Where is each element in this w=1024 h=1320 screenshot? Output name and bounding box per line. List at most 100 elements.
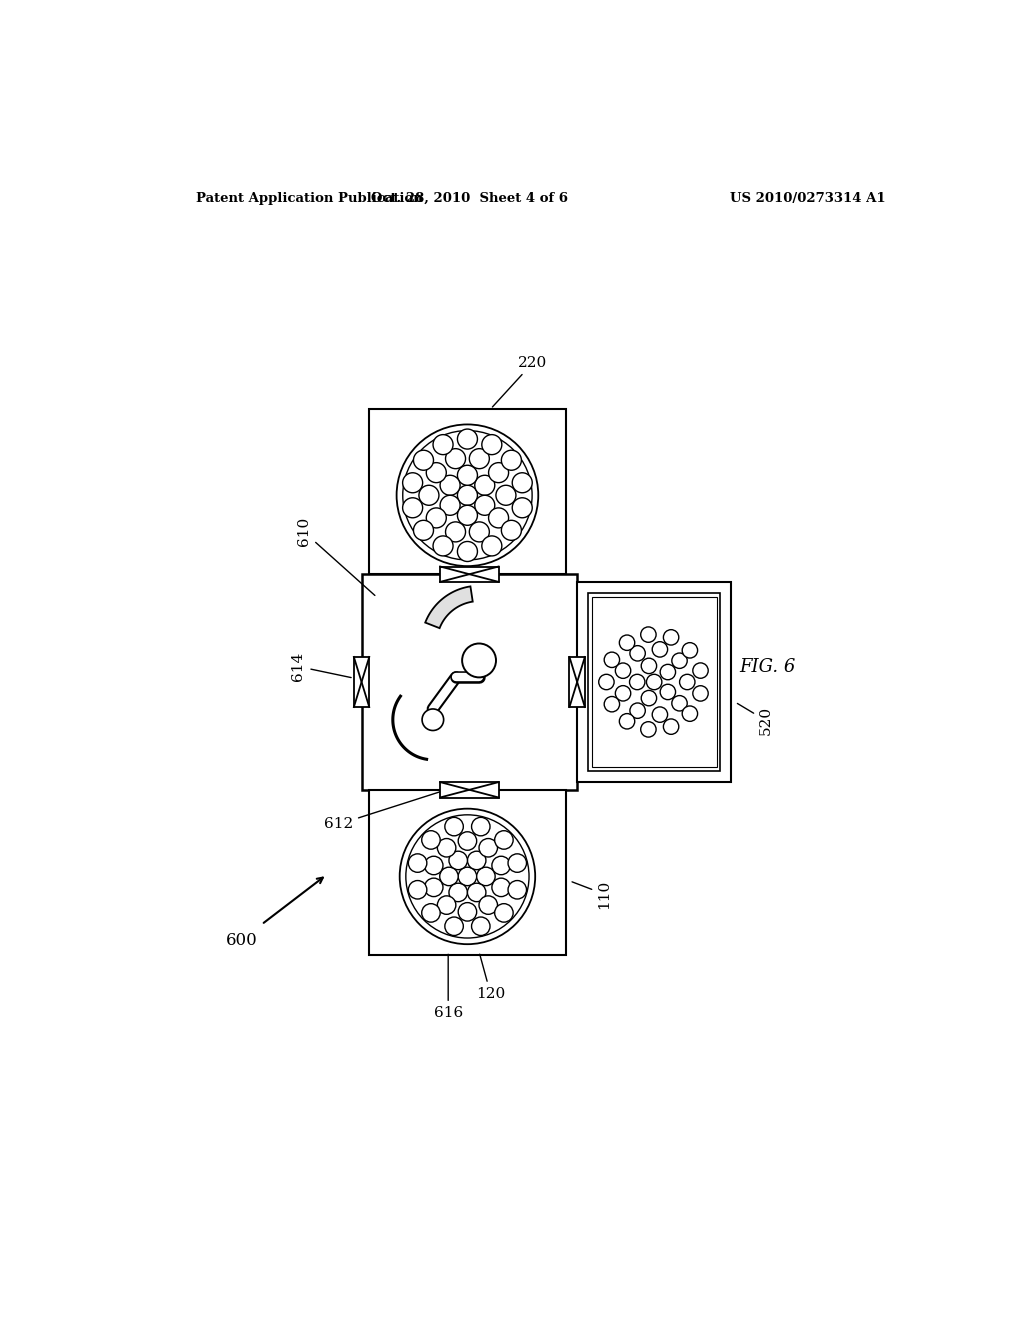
Circle shape	[406, 814, 529, 939]
Circle shape	[458, 903, 477, 921]
Circle shape	[652, 642, 668, 657]
Bar	[370, 789, 565, 956]
Circle shape	[469, 449, 489, 469]
Circle shape	[414, 450, 433, 470]
Circle shape	[495, 904, 513, 923]
Circle shape	[444, 917, 463, 936]
Circle shape	[641, 690, 656, 706]
Circle shape	[458, 506, 477, 525]
Text: Patent Application Publication: Patent Application Publication	[196, 191, 423, 205]
Circle shape	[402, 473, 423, 492]
Circle shape	[477, 867, 496, 886]
Circle shape	[422, 709, 443, 730]
Text: FIG. 6: FIG. 6	[739, 657, 796, 676]
Circle shape	[682, 706, 697, 721]
Circle shape	[467, 851, 486, 870]
Circle shape	[409, 854, 427, 873]
Circle shape	[682, 643, 697, 659]
Circle shape	[414, 520, 433, 540]
Circle shape	[508, 854, 526, 873]
Text: 614: 614	[292, 652, 351, 681]
Circle shape	[672, 653, 687, 668]
Circle shape	[440, 495, 460, 515]
Circle shape	[437, 838, 456, 857]
Circle shape	[620, 635, 635, 651]
Circle shape	[479, 838, 498, 857]
Bar	[361, 574, 578, 789]
Circle shape	[502, 520, 521, 540]
Circle shape	[402, 430, 532, 560]
Circle shape	[445, 449, 466, 469]
Circle shape	[664, 719, 679, 734]
Text: 612: 612	[324, 791, 443, 832]
Circle shape	[492, 857, 510, 875]
Circle shape	[449, 851, 467, 870]
Circle shape	[693, 663, 709, 678]
Circle shape	[652, 708, 668, 722]
Circle shape	[458, 429, 477, 449]
Bar	[592, 597, 717, 767]
Bar	[588, 593, 720, 771]
Circle shape	[425, 857, 443, 875]
Circle shape	[680, 675, 695, 689]
Circle shape	[492, 878, 510, 896]
Circle shape	[693, 685, 709, 701]
Circle shape	[458, 465, 477, 486]
Circle shape	[604, 697, 620, 711]
Circle shape	[475, 475, 495, 495]
Circle shape	[641, 659, 656, 673]
Circle shape	[402, 498, 423, 517]
Text: 520: 520	[737, 704, 773, 735]
Bar	[440, 566, 499, 582]
Circle shape	[458, 486, 477, 506]
Text: 120: 120	[476, 954, 505, 1001]
Text: 600: 600	[226, 932, 258, 949]
Circle shape	[630, 675, 645, 689]
Circle shape	[433, 434, 453, 454]
Text: 110: 110	[572, 879, 611, 908]
Circle shape	[469, 521, 489, 543]
Circle shape	[479, 896, 498, 915]
Circle shape	[496, 486, 516, 506]
Circle shape	[449, 883, 467, 902]
Circle shape	[488, 508, 509, 528]
Circle shape	[615, 685, 631, 701]
Circle shape	[471, 817, 490, 836]
Text: 610: 610	[297, 517, 375, 595]
Circle shape	[482, 536, 502, 556]
Circle shape	[437, 896, 456, 915]
Bar	[354, 657, 370, 708]
Circle shape	[422, 830, 440, 849]
Text: Oct. 28, 2010  Sheet 4 of 6: Oct. 28, 2010 Sheet 4 of 6	[371, 191, 568, 205]
Circle shape	[462, 644, 496, 677]
Text: 616: 616	[433, 954, 463, 1020]
Circle shape	[641, 627, 656, 643]
Circle shape	[482, 434, 502, 454]
Circle shape	[475, 495, 495, 515]
Circle shape	[458, 832, 477, 850]
Circle shape	[660, 664, 676, 680]
Circle shape	[502, 450, 521, 470]
Circle shape	[488, 462, 509, 483]
Circle shape	[495, 830, 513, 849]
Circle shape	[512, 473, 532, 492]
Circle shape	[426, 462, 446, 483]
Circle shape	[425, 878, 443, 896]
Circle shape	[467, 883, 486, 902]
Circle shape	[471, 917, 490, 936]
Circle shape	[433, 536, 453, 556]
Circle shape	[630, 645, 645, 661]
Circle shape	[458, 867, 477, 886]
Circle shape	[426, 508, 446, 528]
Circle shape	[660, 684, 676, 700]
Circle shape	[458, 541, 477, 561]
Circle shape	[440, 475, 460, 495]
Polygon shape	[425, 586, 473, 628]
Circle shape	[422, 904, 440, 923]
Circle shape	[630, 704, 645, 718]
Text: US 2010/0273314 A1: US 2010/0273314 A1	[730, 191, 886, 205]
Text: 220: 220	[493, 355, 548, 407]
Circle shape	[664, 630, 679, 645]
Circle shape	[508, 880, 526, 899]
Circle shape	[620, 714, 635, 729]
